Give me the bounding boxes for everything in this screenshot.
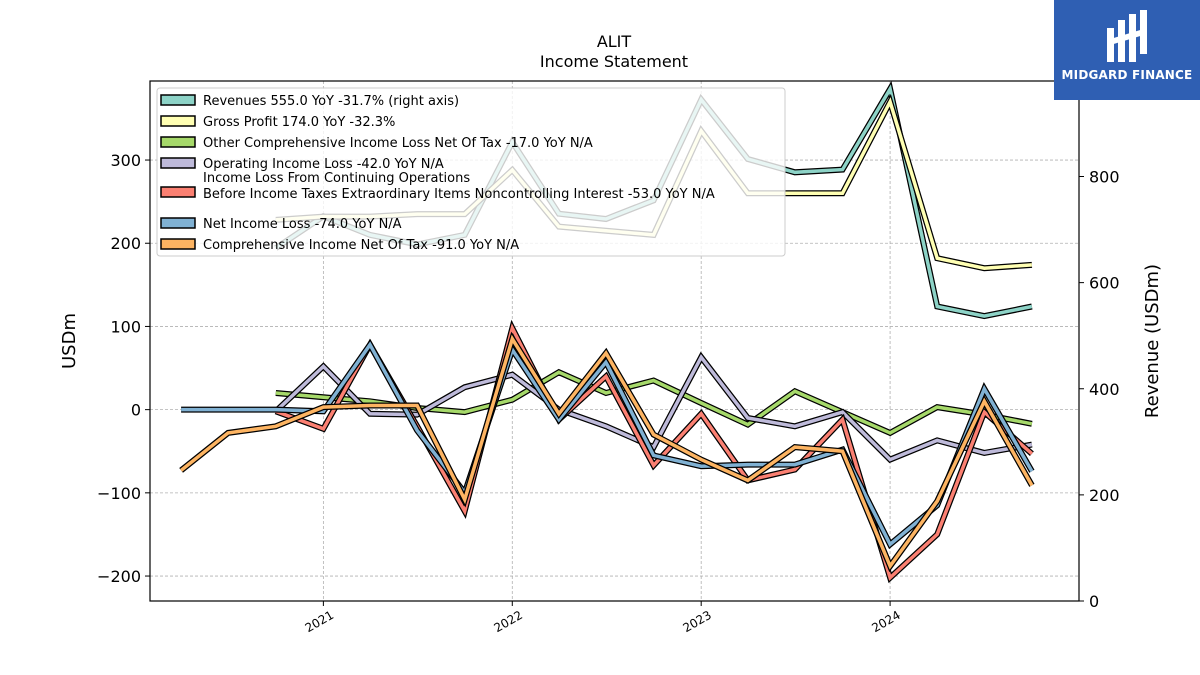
legend-swatch [160,186,196,198]
series-line-stroke [274,353,1033,462]
legend-label: Net Income Loss -74.0 YoY N/A [203,217,402,232]
x-tick-label: 2022 [492,608,525,635]
y-right-tick-label: 800 [1089,168,1120,187]
legend-label: Gross Profit 174.0 YoY -32.3% [203,115,395,130]
y-tick-label: 100 [110,317,141,336]
y-tick-label: 200 [110,234,141,253]
legend-label: Revenues 555.0 YoY -31.7% (right axis) [203,94,459,109]
y-axis-label: USDm [59,313,80,369]
series-line-stroke [181,341,1034,548]
x-tick-label: 2021 [303,608,336,635]
legend-box [156,87,786,257]
brand-name: MIDGARD FINANCE [1061,68,1193,82]
y-right-tick-label: 600 [1089,274,1120,293]
chart-title: ALIT [597,32,632,51]
legend-swatch [160,157,196,169]
chart-subtitle: Income Statement [540,52,688,71]
legend-swatch [160,238,196,250]
series-line-stroke [180,334,1034,570]
legend-swatch [160,94,196,106]
y-tick-label: −200 [97,567,141,586]
legend: Revenues 555.0 YoY -31.7% (right axis) Gr… [156,87,786,257]
y-right-tick-label: 200 [1089,486,1120,505]
legend-label: Comprehensive Income Net Of Tax -91.0 Yo… [203,238,519,253]
plot-frame [149,80,1080,602]
legend-swatch [160,115,196,127]
brand-logo: MIDGARD FINANCE [1054,0,1200,100]
y-tick-label: 0 [131,401,141,420]
midgard-logo-icon [1107,10,1147,62]
y-tick-label: −100 [97,484,141,503]
legend-label: Income Loss From Continuing Operations Be… [203,171,715,202]
series-line [273,351,1033,464]
legend-swatch [160,217,196,229]
series-line [179,331,1035,573]
series-line [181,339,1035,550]
axes: −200 −100 0 100 200 300 0 200 400 600 800 2021 2022 2… [97,151,1120,635]
legend-swatch [160,136,196,148]
x-tick-label: 2024 [869,608,902,635]
y-axis-right-label: Revenue (USDm) [1142,264,1163,418]
y-right-tick-label: 400 [1089,380,1120,399]
y-right-tick-label: 0 [1089,592,1099,611]
legend-label: Other Comprehensive Income Loss Net Of T… [203,136,593,151]
y-tick-label: 300 [110,151,141,170]
legend-label: Operating Income Loss -42.0 YoY N/A [203,157,444,172]
x-tick-label: 2023 [680,608,713,635]
